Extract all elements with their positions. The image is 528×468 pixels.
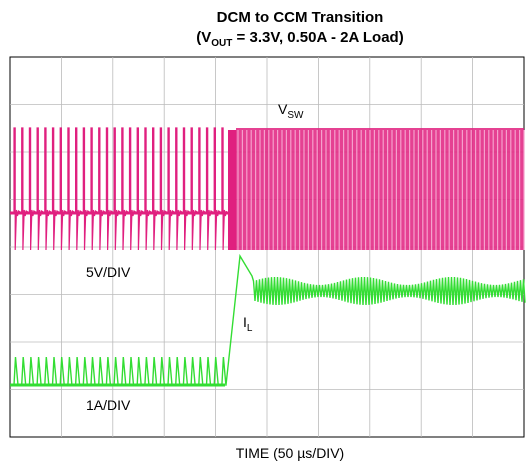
label-part: V — [278, 101, 288, 117]
title-subscript: OUT — [211, 38, 232, 49]
vsw-label: VSW — [278, 101, 304, 121]
title-part: = 3.3V, 0.50A - 2A Load) — [232, 29, 403, 46]
title-line2: (VOUT = 3.3V, 0.50A - 2A Load) — [196, 29, 403, 49]
vsw-wave — [236, 128, 524, 250]
label-part: I — [243, 314, 247, 330]
il-label: IL — [243, 314, 253, 334]
title-line1: DCM to CCM Transition — [217, 9, 384, 26]
vsw-wave — [228, 130, 236, 250]
il-wave — [10, 253, 526, 386]
il-scale: 1A/DIV — [86, 397, 131, 413]
x-axis-label: TIME (50 µs/DIV) — [236, 445, 344, 461]
vsw-wave — [237, 130, 525, 250]
vsw-wave — [10, 127, 227, 251]
label-subscript: SW — [287, 110, 304, 121]
title-part: (V — [196, 29, 211, 46]
label-subscript: L — [247, 323, 253, 334]
waveforms — [10, 127, 526, 387]
vsw-scale: 5V/DIV — [86, 264, 131, 280]
